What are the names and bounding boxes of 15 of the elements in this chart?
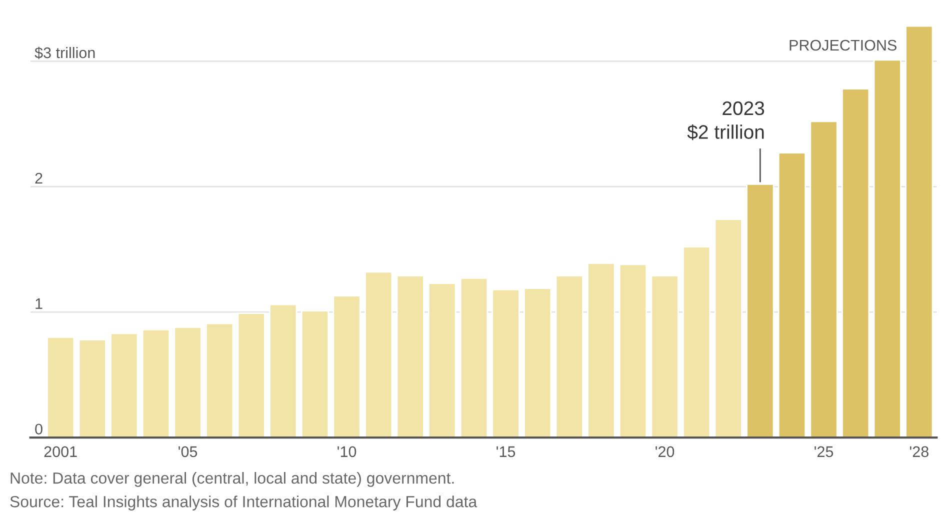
x-tick-label: '28 [910, 446, 928, 458]
annotation: PROJECTIONS [790, 40, 896, 51]
y-tick-label: 2 [35, 172, 42, 184]
y-tick-label: $3 trillion [34, 46, 95, 60]
y-tick-label: 0 [35, 424, 42, 435]
text: Note: Data cover general (central, local and state) government. [10, 472, 454, 487]
x-tick-label: '10 [338, 446, 356, 458]
x-tick-label: 2001 [44, 446, 77, 458]
x-tick-label: '25 [814, 446, 834, 458]
x-tick-label: '15 [496, 446, 516, 458]
annotation: 2023 $2 trillion [687, 101, 764, 140]
source-note: Source: Teal Insights analysis of International Monetary Fund data [10, 496, 478, 510]
x-tick-label: '20 [656, 446, 674, 458]
y-tick-label: 1 [36, 298, 42, 309]
x-tick-label: '05 [178, 446, 198, 458]
